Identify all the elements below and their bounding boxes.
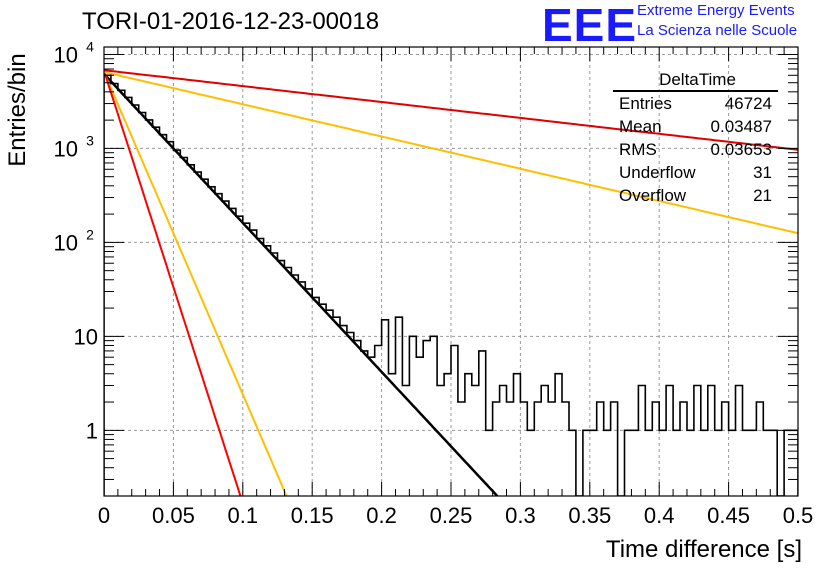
x-tick-label: 0.35 bbox=[568, 503, 611, 528]
x-tick-label: 0.2 bbox=[366, 503, 397, 528]
y-tick-label: 10 bbox=[54, 42, 78, 67]
stats-row-mean: Mean 0.03487 bbox=[613, 115, 778, 138]
stats-value: 21 bbox=[753, 186, 772, 205]
stats-rows: Entries 46724 Mean 0.03487 RMS 0.03653 U… bbox=[613, 92, 778, 207]
stats-value: 31 bbox=[753, 163, 772, 182]
y-tick-exponent: 4 bbox=[86, 38, 94, 54]
x-tick-label: 0.15 bbox=[291, 503, 334, 528]
y-tick-label: 10 bbox=[54, 230, 78, 255]
fit-curve bbox=[104, 69, 798, 151]
stats-label: Overflow bbox=[619, 186, 687, 205]
stats-label: Mean bbox=[619, 117, 662, 136]
stats-label: Entries bbox=[619, 94, 672, 113]
chart-title: TORI-01-2016-12-23-00018 bbox=[82, 8, 380, 35]
x-tick-label: 0 bbox=[98, 503, 110, 528]
stats-value: 0.03487 bbox=[710, 117, 772, 136]
x-tick-label: 0.4 bbox=[644, 503, 675, 528]
y-tick-label: 1 bbox=[86, 418, 98, 443]
stats-row-overflow: Overflow 21 bbox=[613, 184, 778, 207]
x-tick-label: 0.25 bbox=[430, 503, 473, 528]
x-axis-label: Time difference [s] bbox=[605, 536, 802, 563]
grid-lines bbox=[104, 47, 798, 496]
y-tick-label: 10 bbox=[74, 324, 98, 349]
stats-divider bbox=[613, 90, 778, 92]
y-axis-label: Entries/bin bbox=[4, 53, 31, 167]
x-tick-label: 0.1 bbox=[228, 503, 259, 528]
stats-value: 46724 bbox=[724, 94, 772, 113]
eee-logo: EEE bbox=[542, 0, 638, 51]
stats-title: DeltaTime bbox=[659, 70, 736, 89]
y-tick-labels: 1 10 10 2 10 3 10 4 bbox=[54, 38, 98, 443]
fit-curve bbox=[104, 70, 242, 496]
x-tick-label: 0.5 bbox=[783, 503, 814, 528]
x-tick-label: 0.45 bbox=[707, 503, 750, 528]
histogram-outline bbox=[104, 74, 798, 496]
stats-box: DeltaTime Entries 46724 Mean 0.03487 RMS… bbox=[613, 70, 778, 205]
stats-row-entries: Entries 46724 bbox=[613, 92, 778, 115]
x-tick-label: 0.05 bbox=[152, 503, 195, 528]
stats-value: 0.03653 bbox=[710, 140, 772, 159]
tick-marks bbox=[103, 47, 799, 497]
logo-line1: Extreme Energy Events bbox=[637, 2, 795, 19]
stats-row-underflow: Underflow 31 bbox=[613, 161, 778, 184]
fit-curve bbox=[104, 71, 798, 235]
histogram bbox=[104, 74, 798, 496]
stats-label: Underflow bbox=[619, 163, 696, 182]
x-tick-labels: 0 0.05 0.1 0.15 0.2 0.25 0.3 0.35 0.4 0.45 0.5 bbox=[98, 503, 813, 528]
logo-line2: La Scienza nelle Scuole bbox=[637, 22, 798, 39]
y-tick-label: 10 bbox=[54, 136, 78, 161]
stats-label: RMS bbox=[619, 140, 657, 159]
y-tick-exponent: 3 bbox=[86, 132, 94, 148]
stats-row-rms: RMS 0.03653 bbox=[613, 138, 778, 161]
x-tick-label: 0.3 bbox=[505, 503, 536, 528]
y-tick-exponent: 2 bbox=[86, 226, 94, 242]
fit-curve bbox=[104, 71, 288, 496]
